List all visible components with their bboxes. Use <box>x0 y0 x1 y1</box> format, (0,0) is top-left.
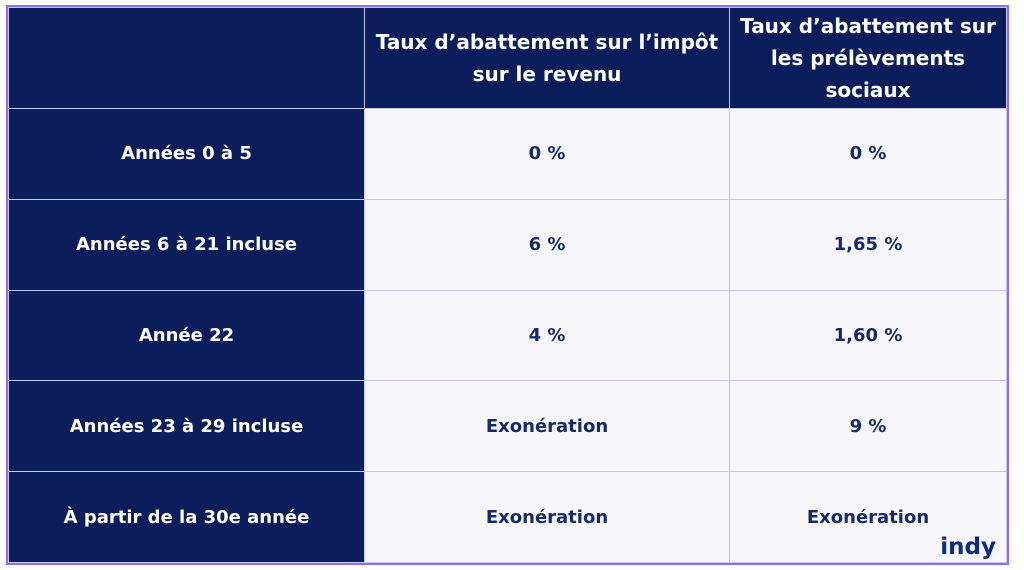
header-row: Taux d’abattement sur l’impôt sur le rev… <box>8 7 1007 109</box>
value-cell: 0 % <box>729 108 1007 200</box>
row-label: Années 6 à 21 incluse <box>8 198 365 291</box>
value-cell: 0 % <box>364 108 730 200</box>
row-label: Années 0 à 5 <box>8 108 365 200</box>
value-cell: 6 % <box>364 198 730 291</box>
value-cell: 1,60 % <box>729 289 1007 382</box>
row-label: À partir de la 30e année <box>8 471 365 563</box>
header-cell: Taux d’abattement sur l’impôt sur le rev… <box>364 7 730 109</box>
table-row: Années 6 à 21 incluse 6 % 1,65 % <box>8 198 1007 291</box>
table-row: Année 22 4 % 1,60 % <box>8 289 1007 382</box>
value-cell: Exonération <box>364 471 730 563</box>
table-row: Années 23 à 29 incluse Exonération 9 % <box>8 380 1007 473</box>
value-cell: Exonération <box>729 471 1007 563</box>
value-cell: 9 % <box>729 380 1007 473</box>
brand-logo: indy <box>940 534 996 560</box>
table-frame: Taux d’abattement sur l’impôt sur le rev… <box>6 5 1009 565</box>
value-cell: 4 % <box>364 289 730 382</box>
header-cell: Taux d’abattement sur les prélèvements s… <box>729 7 1007 109</box>
table: Taux d’abattement sur l’impôt sur le rev… <box>8 7 1007 563</box>
table-row: À partir de la 30e année Exonération Exoné… <box>8 471 1007 563</box>
header-cell <box>8 7 365 109</box>
value-cell: 1,65 % <box>729 198 1007 291</box>
row-label: Année 22 <box>8 289 365 382</box>
row-label: Années 23 à 29 incluse <box>8 380 365 473</box>
value-cell: Exonération <box>364 380 730 473</box>
